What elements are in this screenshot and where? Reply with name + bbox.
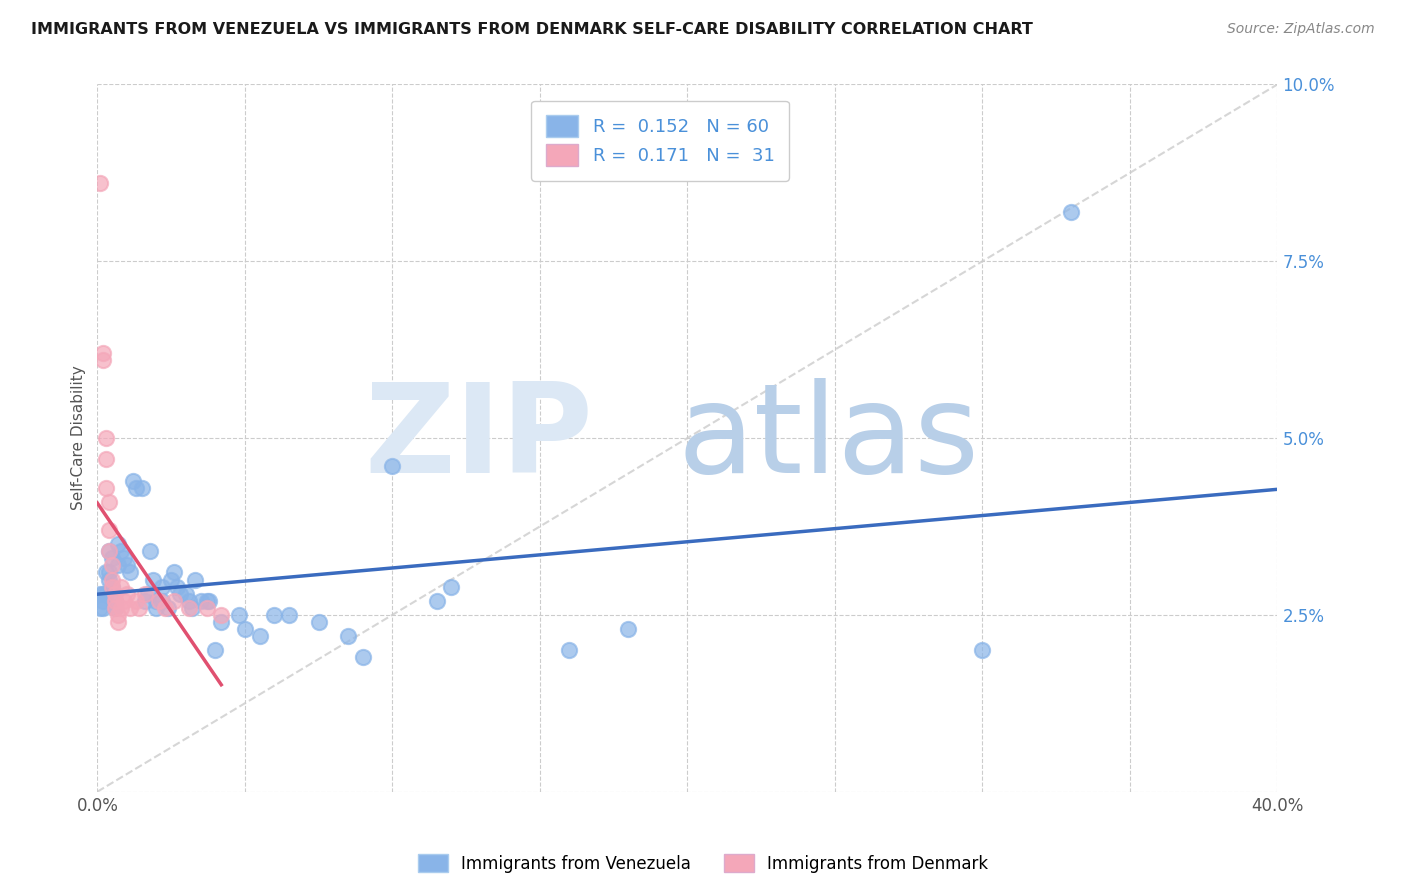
Point [107,537,129,551]
Point [1060,204,1083,219]
Point [150,593,173,607]
Point [142,573,165,587]
Legend: Immigrants from Venezuela, Immigrants from Denmark: Immigrants from Venezuela, Immigrants fr… [411,847,995,880]
Text: atlas: atlas [678,377,980,499]
Point [89,600,111,615]
Point [121,474,143,488]
Point [101,573,124,587]
Point [91,593,114,607]
Point [209,615,232,629]
Point [440,580,463,594]
Point [139,544,162,558]
Point [198,593,221,607]
Point [180,600,202,615]
Point [107,607,129,622]
Point [101,580,124,594]
Y-axis label: Self-Care Disability: Self-Care Disability [72,366,86,510]
Point [131,481,153,495]
Point [98,544,121,558]
Point [101,580,124,594]
Point [104,600,127,615]
Point [98,544,121,558]
Point [337,629,360,643]
Point [204,643,226,657]
Text: IMMIGRANTS FROM VENEZUELA VS IMMIGRANTS FROM DENMARK SELF-CARE DISABILITY CORREL: IMMIGRANTS FROM VENEZUELA VS IMMIGRANTS … [31,22,1033,37]
Point [150,580,173,594]
Point [177,600,200,615]
Point [249,629,271,643]
Point [177,593,200,607]
Point [91,587,114,601]
Point [195,600,218,615]
Point [98,573,121,587]
Point [91,353,114,368]
Point [89,587,111,601]
Point [110,580,132,594]
Point [115,558,138,573]
Point [96,481,118,495]
Point [89,177,111,191]
Point [104,593,127,607]
Point [96,566,118,580]
Point [96,587,118,601]
Point [96,452,118,467]
Point [153,600,176,615]
Point [134,587,156,601]
Point [125,481,148,495]
Point [104,600,127,615]
Point [128,600,150,615]
Point [96,431,118,445]
Point [91,600,114,615]
Point [195,593,218,607]
Point [91,346,114,360]
Point [381,459,404,474]
Point [112,551,135,566]
Point [352,650,374,665]
Point [136,587,159,601]
Point [115,587,138,601]
Point [558,643,581,657]
Point [209,607,232,622]
Point [972,643,994,657]
Legend: R =  0.152   N = 60, R =  0.171   N =  31: R = 0.152 N = 60, R = 0.171 N = 31 [531,101,789,181]
Point [160,573,183,587]
Point [98,494,121,508]
Point [166,580,188,594]
Point [110,544,132,558]
Point [104,587,127,601]
Point [190,593,212,607]
Point [426,593,449,607]
Point [163,566,186,580]
Point [228,607,250,622]
Point [101,558,124,573]
Point [163,593,186,607]
Point [183,573,205,587]
Point [118,566,141,580]
Point [98,566,121,580]
Point [145,600,167,615]
Point [112,593,135,607]
Point [125,593,148,607]
Point [134,593,156,607]
Point [110,600,132,615]
Point [148,593,170,607]
Point [278,607,301,622]
Text: Source: ZipAtlas.com: Source: ZipAtlas.com [1227,22,1375,37]
Point [145,593,167,607]
Point [263,607,285,622]
Point [107,558,129,573]
Point [101,551,124,566]
Point [157,600,180,615]
Point [98,523,121,537]
Text: ZIP: ZIP [364,377,593,499]
Point [107,615,129,629]
Point [174,587,197,601]
Point [233,622,256,636]
Point [118,600,141,615]
Point [308,615,330,629]
Point [617,622,640,636]
Point [104,593,127,607]
Point [169,587,191,601]
